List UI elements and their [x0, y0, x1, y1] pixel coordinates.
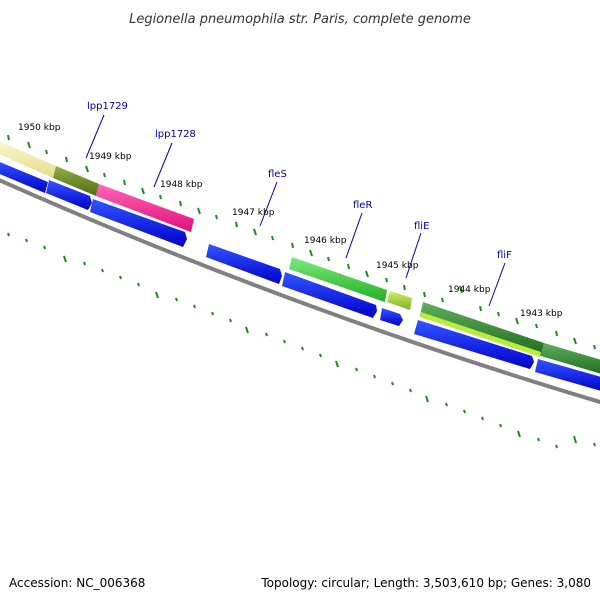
cds-arrow-2[interactable] [46, 180, 92, 210]
scale-label-1944: 1944 kbp [448, 285, 491, 295]
gene-feature-fliE[interactable] [387, 291, 412, 310]
gene-label-fleS[interactable]: fleS [268, 169, 287, 180]
cds-arrow-6[interactable] [380, 308, 403, 326]
gene-feature-fliF-light[interactable] [420, 312, 541, 357]
gene-leaders [85, 114, 506, 307]
cds-arrow-1[interactable] [0, 160, 48, 193]
gene-feature-lpp1728[interactable] [96, 184, 194, 232]
cds-track [0, 160, 600, 392]
scale-label-1943: 1943 kbp [520, 309, 563, 319]
map-title: Legionella pneumophila str. Paris, compl… [129, 12, 471, 27]
gene-label-fliE[interactable]: fliE [414, 221, 429, 232]
gene-feature-fliF[interactable] [420, 302, 544, 356]
scale-label-1949: 1949 kbp [89, 152, 132, 162]
scale-label-1948: 1948 kbp [160, 180, 203, 190]
scale-ticks-outer [7, 134, 596, 350]
scale-label-1946: 1946 kbp [304, 236, 347, 246]
genome-backbone [0, 178, 600, 405]
scale-label-1947: 1947 kbp [232, 208, 275, 218]
gene-feature-khaki[interactable] [0, 139, 56, 178]
gene-label-fleR[interactable]: fleR [353, 200, 372, 211]
gene-label-lpp1729[interactable]: lpp1729 [87, 101, 128, 112]
scale-ticks-inner [7, 232, 596, 449]
gene-feature-fleR[interactable] [289, 257, 387, 302]
cds-arrow-3[interactable] [90, 199, 187, 247]
cds-arrow-5[interactable] [282, 272, 377, 318]
gene-feature-darkgreen-end[interactable] [541, 343, 600, 375]
gene-label-lpp1728[interactable]: lpp1728 [155, 129, 196, 140]
gene-track [0, 139, 600, 375]
gene-feature-lpp1729[interactable] [53, 166, 99, 196]
accession-text: Accession: NC_006368 [9, 576, 145, 590]
cds-arrow-4[interactable] [206, 244, 282, 284]
genome-summary-text: Topology: circular; Length: 3,503,610 bp… [260, 576, 591, 590]
scale-label-1945: 1945 kbp [376, 261, 419, 271]
cds-arrow-7[interactable] [414, 320, 534, 369]
scale-label-1950: 1950 kbp [18, 123, 61, 133]
gene-label-fliF[interactable]: fliF [497, 250, 512, 261]
cds-arrow-8[interactable] [535, 359, 600, 392]
